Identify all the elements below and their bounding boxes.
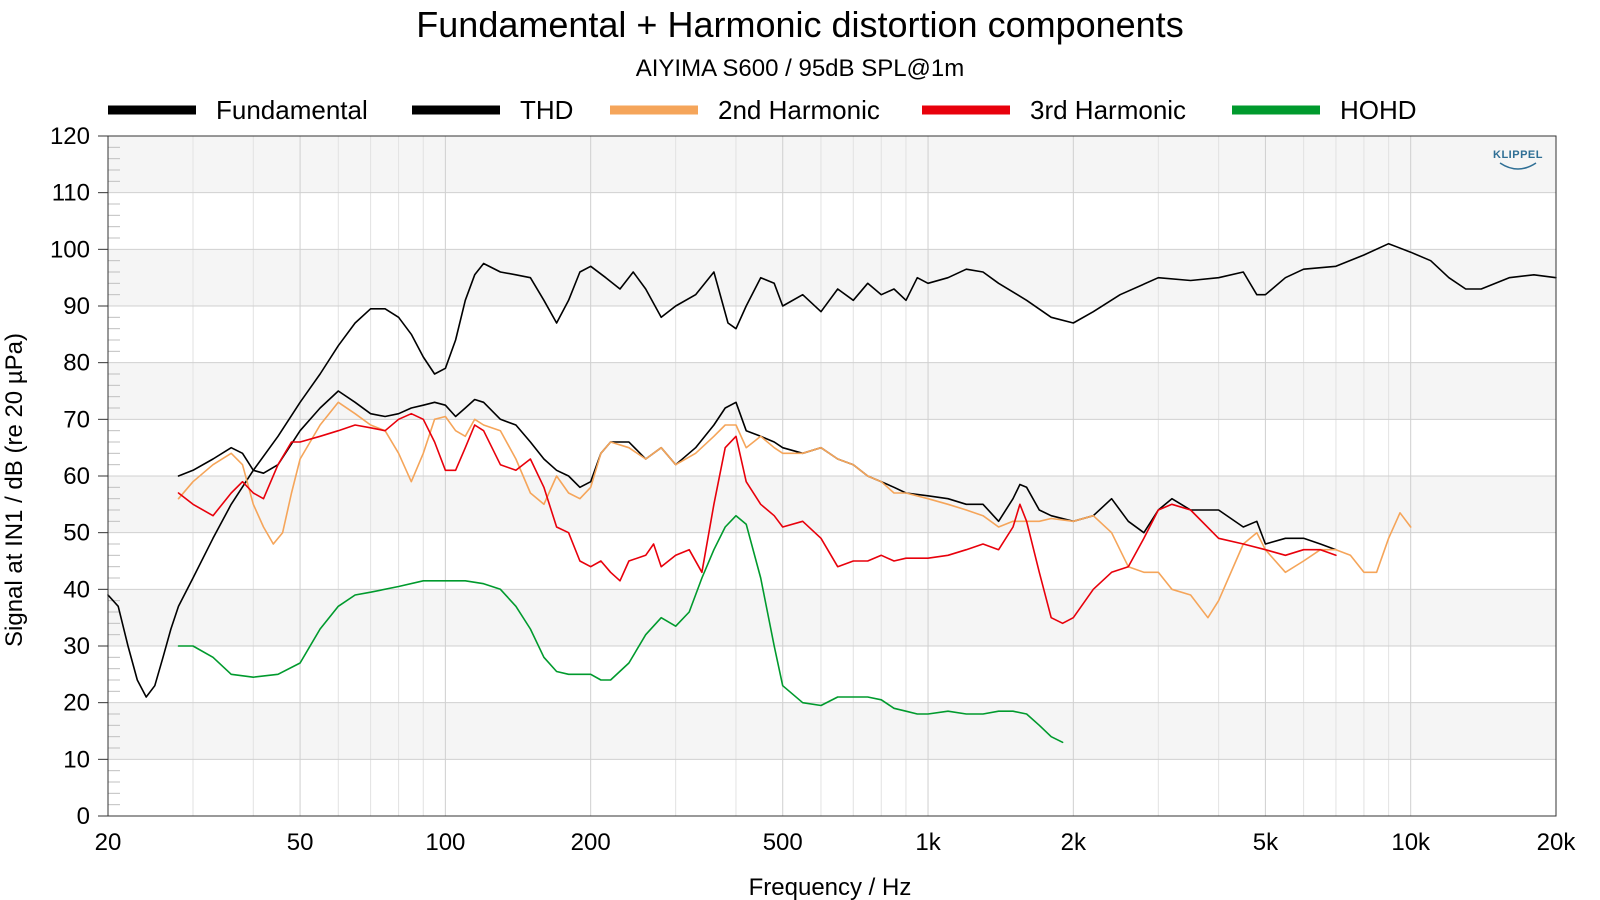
legend-label: HOHD (1340, 95, 1417, 125)
y-tick-label: 50 (63, 520, 90, 547)
x-tick-label: 2k (1061, 829, 1087, 856)
grid-band (108, 136, 1556, 193)
x-axis: 20 50 100 200 500 1k 2k 5k 10k 20k (95, 829, 1577, 856)
grid-band (108, 759, 1556, 816)
series-line-2nd-harmonic (177, 401, 1412, 619)
y-tick-label: 120 (50, 123, 90, 150)
legend-label: 3rd Harmonic (1030, 95, 1186, 125)
legend-label: 2nd Harmonic (718, 95, 880, 125)
series-line-hohd (177, 514, 1064, 744)
x-tick-label: 200 (571, 829, 611, 856)
legend-label: THD (520, 95, 573, 125)
grid-band (108, 192, 1556, 250)
x-tick-label: 10k (1391, 829, 1431, 856)
grid-band (108, 476, 1556, 533)
legend-label: Fundamental (216, 95, 368, 125)
x-tick-label: 500 (763, 829, 803, 856)
series-line-fundamental (107, 242, 1557, 698)
grid-band (108, 702, 1556, 760)
y-tick-label: 100 (50, 236, 90, 263)
y-tick-label: 30 (63, 633, 90, 660)
grid-band (108, 306, 1556, 363)
x-tick-label: 100 (425, 829, 465, 856)
klippel-logo-text: KLIPPEL (1493, 149, 1543, 161)
x-tick-label: 20k (1537, 829, 1577, 856)
x-tick-label: 5k (1253, 829, 1279, 856)
y-axis-label: Signal at IN1 / dB (re 20 µPa) (1, 333, 28, 647)
grid-band (108, 532, 1556, 590)
x-tick-label: 50 (287, 829, 314, 856)
chart-subtitle: AIYIMA S600 / 95dB SPL@1m (636, 55, 965, 82)
y-tick-label: 20 (63, 690, 90, 717)
grid-band (108, 362, 1556, 420)
grid-band (108, 646, 1556, 703)
x-tick-label: 1k (915, 829, 941, 856)
x-axis-label: Frequency / Hz (749, 874, 912, 900)
y-tick-label: 60 (63, 463, 90, 490)
y-tick-label: 0 (77, 803, 90, 830)
grid-band (108, 419, 1556, 476)
klippel-logo: KLIPPEL (1493, 149, 1543, 170)
series-line-3rd-harmonic (177, 412, 1337, 625)
y-tick-label: 40 (63, 576, 90, 603)
series-line-thd (177, 390, 1337, 551)
y-tick-label: 110 (52, 180, 90, 207)
y-tick-label: 80 (63, 350, 90, 377)
klippel-logo-arc (1499, 162, 1537, 170)
x-tick-label: 20 (95, 829, 122, 856)
legend: Fundamental THD 2nd Harmonic 3rd Harmonic HO… (108, 95, 1417, 125)
y-tick-label: 70 (63, 406, 90, 433)
grid-band (108, 589, 1556, 646)
y-tick-label: 10 (63, 746, 90, 773)
y-axis: 0 10 20 30 40 50 60 70 80 90 100 110 120 (50, 123, 108, 830)
series-layer (107, 242, 1557, 744)
chart-title: Fundamental + Harmonic distortion compon… (416, 4, 1183, 45)
y-tick-label: 90 (63, 293, 90, 320)
